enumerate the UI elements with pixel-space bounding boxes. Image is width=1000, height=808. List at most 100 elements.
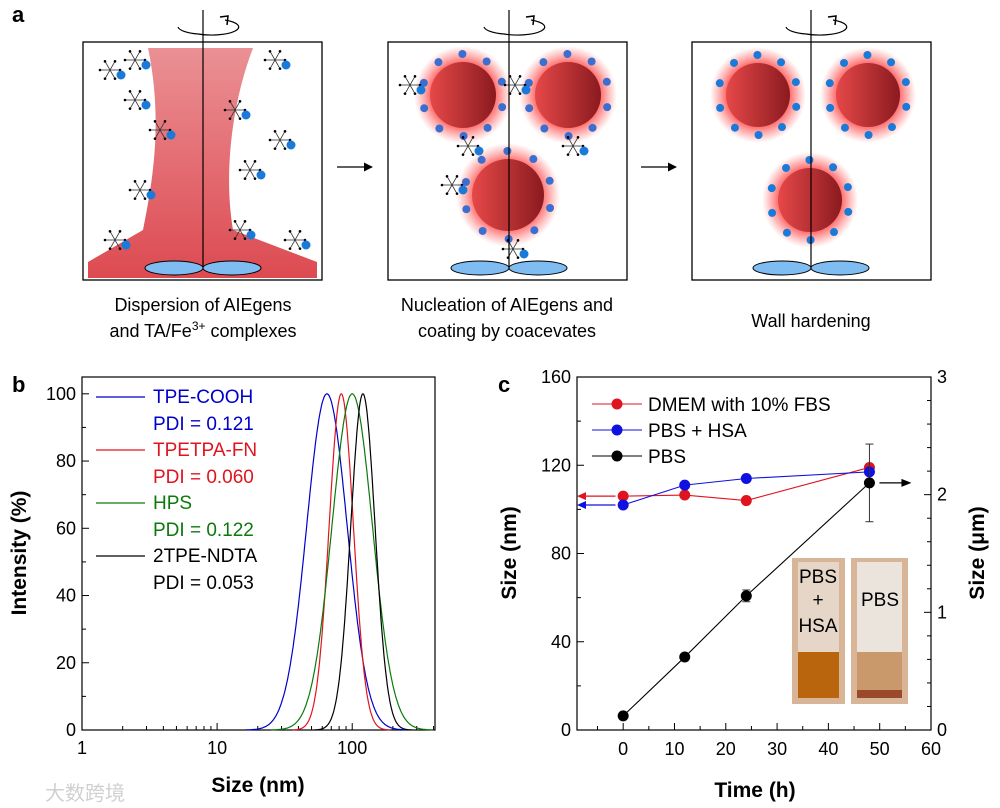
ligand-dot [825, 79, 834, 88]
y-tick-label-b: 100 [46, 384, 76, 404]
atom [243, 237, 247, 240]
bond [245, 169, 251, 178]
ligand-dot [792, 102, 801, 111]
bond [510, 77, 516, 86]
bond [290, 239, 296, 248]
legend-marker-c [611, 424, 623, 436]
ligand-dot [503, 147, 512, 156]
atom [456, 144, 460, 148]
bond [135, 189, 141, 198]
bond [463, 145, 469, 154]
atom [268, 50, 272, 53]
ligand-dot [529, 155, 538, 164]
bond [159, 129, 165, 138]
atom [288, 230, 292, 233]
bond [447, 184, 453, 193]
molecule-icon [128, 180, 156, 200]
atom [128, 90, 132, 93]
ligand-dot [301, 240, 311, 250]
atom [273, 130, 277, 133]
x-tick-label-b: 1 [77, 738, 87, 758]
bond [130, 99, 136, 108]
atom [108, 247, 112, 250]
bond [230, 109, 236, 118]
bond [409, 77, 415, 86]
data-point [617, 490, 629, 502]
ligand-dot [286, 140, 296, 150]
rotation-arrowhead [219, 15, 229, 26]
atom [516, 239, 520, 242]
propeller-blade [450, 260, 510, 276]
atom [518, 75, 522, 78]
bond [135, 182, 141, 191]
ligand-dot [141, 100, 151, 110]
y-axis-title-c: Size (nm) [498, 506, 521, 599]
bond [139, 189, 145, 198]
bond [409, 84, 415, 93]
atom [138, 67, 142, 70]
atom [138, 50, 142, 53]
data-point [679, 651, 691, 663]
atom [228, 228, 232, 232]
atom [118, 247, 122, 250]
ligand-dot [603, 103, 612, 112]
bond [270, 52, 276, 61]
bond [134, 99, 140, 108]
ligand-dot [777, 123, 786, 132]
molecule-icon [263, 50, 291, 70]
atom [253, 177, 257, 180]
bond [572, 145, 578, 154]
bond [249, 162, 255, 171]
atom [128, 67, 132, 70]
atom [561, 144, 565, 148]
data-point [617, 499, 629, 511]
bond [239, 222, 245, 231]
legend-marker-c [611, 450, 623, 462]
atom [445, 175, 449, 178]
x-tick-label-c: 20 [716, 739, 736, 759]
data-point [863, 477, 875, 489]
bond [279, 139, 285, 148]
atom [403, 75, 407, 78]
atom [98, 68, 102, 72]
bond [114, 239, 120, 248]
vial1-label-line2: + [812, 590, 823, 611]
bond [134, 59, 140, 68]
bond [105, 62, 111, 71]
atom [163, 137, 167, 140]
ligand-dot [478, 226, 487, 235]
atom [153, 120, 157, 123]
caption-step2-line2: coating by coacevates [418, 321, 596, 341]
step-3-vessel [691, 10, 932, 281]
bond [110, 232, 116, 241]
atom [283, 147, 287, 150]
atom [228, 117, 232, 120]
rotation-arrowhead [827, 15, 837, 26]
legend-label-c: DMEM with 10% FBS [648, 395, 831, 416]
bond [114, 232, 120, 241]
atom [283, 130, 287, 133]
molecule-icon [103, 230, 131, 250]
legend-pdi-b: PDI = 0.060 [153, 467, 254, 488]
molecule-icon [123, 90, 151, 110]
ligand-dot [166, 130, 176, 140]
ligand-dot [805, 156, 814, 165]
atom [113, 77, 117, 80]
ligand-dot [715, 79, 724, 88]
ligand-dot [840, 58, 849, 67]
atom [445, 192, 449, 195]
x-tick-label-c: 50 [870, 739, 890, 759]
ligand-dot [829, 228, 838, 237]
bond [270, 59, 276, 68]
bond [294, 232, 300, 241]
ligand-dot [777, 58, 786, 67]
ligand-dot [477, 155, 486, 164]
ligand-dot [483, 123, 492, 132]
ligand-dot [121, 240, 131, 250]
ligand-dot [525, 104, 534, 113]
molecule-icon [268, 130, 296, 150]
bond [447, 177, 453, 186]
ligand-dot [116, 70, 126, 80]
